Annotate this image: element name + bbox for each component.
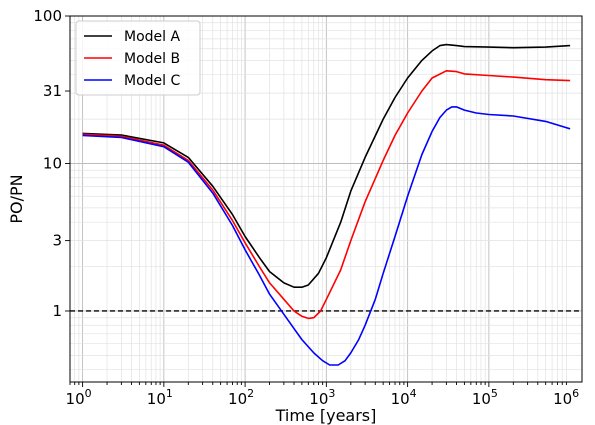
x-tick-labels: 100 101 102 103 104 105 106 <box>66 387 580 408</box>
axis-ticks <box>65 15 567 387</box>
x-tick-label: 100 <box>66 387 92 408</box>
legend-label: Model B <box>124 51 180 67</box>
x-tick-label: 104 <box>391 387 417 408</box>
y-tick-label: 1 <box>52 302 62 320</box>
legend-label: Model A <box>124 29 180 45</box>
x-tick-label: 106 <box>553 387 579 408</box>
series-lines <box>82 43 571 366</box>
y-axis-label: PO/PN <box>7 174 26 223</box>
legend-box <box>75 20 201 96</box>
x-tick-label: 103 <box>309 387 335 408</box>
x-tick-label: 102 <box>228 387 254 408</box>
y-tick-label: 100 <box>33 7 62 25</box>
legend-label: Model C <box>124 73 180 89</box>
series-line-3 <box>82 106 571 366</box>
series-line-1 <box>82 43 571 289</box>
x-axis-label: Time [years] <box>275 406 377 425</box>
y-tick-label: 31 <box>43 82 62 100</box>
x-tick-label: 105 <box>472 387 498 408</box>
x-tick-label: 101 <box>147 387 173 408</box>
y-tick-label: 10 <box>43 154 62 172</box>
series-line-2 <box>82 70 571 320</box>
legend: Model A Model B Model C <box>75 20 201 96</box>
y-tick-labels: 1 3 10 31 100 <box>33 7 62 320</box>
y-tick-label: 3 <box>52 232 62 250</box>
